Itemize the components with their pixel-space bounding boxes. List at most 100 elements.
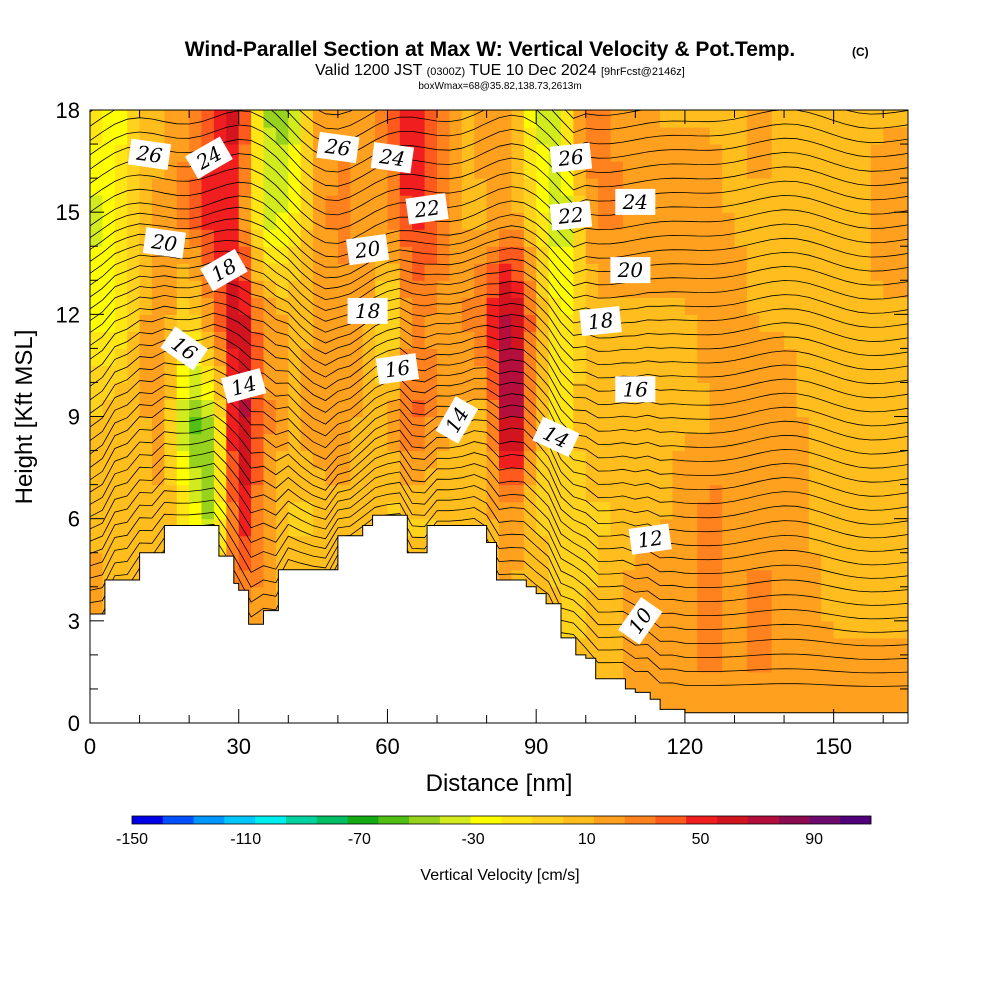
velocity-cell — [486, 195, 500, 213]
velocity-cell — [499, 399, 512, 418]
velocity-cell — [499, 280, 512, 298]
velocity-cell — [300, 127, 314, 145]
contour-label: 26 — [316, 131, 360, 164]
velocity-cell — [585, 637, 599, 656]
velocity-cell — [660, 501, 674, 520]
velocity-cell — [610, 127, 624, 145]
velocity-cell — [759, 603, 773, 622]
velocity-cell — [759, 331, 773, 349]
velocity-cell — [808, 178, 822, 196]
velocity-cell — [226, 433, 240, 452]
velocity-cell — [672, 382, 686, 400]
velocity-cell — [622, 552, 636, 571]
velocity-cell — [213, 484, 227, 503]
velocity-cell — [598, 637, 612, 656]
velocity-cell — [585, 603, 599, 622]
velocity-cell — [697, 603, 711, 622]
velocity-cell — [684, 484, 698, 503]
velocity-cell — [176, 501, 190, 520]
velocity-cell — [784, 688, 798, 707]
velocity-cell — [313, 246, 327, 264]
velocity-cell — [412, 535, 426, 554]
velocity-cell — [300, 229, 314, 247]
velocity-cell — [288, 280, 302, 298]
velocity-cell — [635, 416, 649, 435]
velocity-cell — [846, 195, 859, 213]
velocity-cell — [895, 331, 908, 349]
velocity-cell — [486, 501, 500, 520]
velocity-cell — [895, 467, 908, 486]
contour-label-box — [200, 248, 248, 292]
velocity-cell — [114, 263, 128, 281]
contour-label-text: 26 — [323, 134, 353, 161]
velocity-cell — [846, 535, 859, 554]
velocity-cell — [883, 552, 897, 571]
velocity-cell — [424, 110, 438, 128]
velocity-cell — [635, 331, 649, 349]
velocity-cell — [152, 450, 165, 469]
velocity-cell — [684, 365, 698, 383]
y-tick-label: 0 — [68, 711, 80, 736]
velocity-cell — [660, 178, 674, 196]
velocity-cell — [511, 382, 525, 400]
velocity-cell — [858, 229, 872, 247]
velocity-cell — [412, 433, 426, 452]
velocity-cell — [275, 552, 289, 571]
vertical-velocity-field — [90, 110, 908, 723]
velocity-cell — [709, 280, 723, 298]
velocity-cell — [486, 144, 500, 162]
velocity-cell — [176, 433, 190, 452]
velocity-cell — [288, 263, 302, 281]
velocity-cell — [288, 229, 302, 247]
velocity-cell — [796, 382, 810, 400]
velocity-cell — [784, 348, 798, 366]
velocity-cell — [610, 552, 624, 571]
velocity-cell — [561, 569, 574, 588]
velocity-cell — [300, 450, 314, 469]
velocity-cell — [709, 178, 723, 196]
colorbar-swatch — [162, 816, 194, 824]
velocity-cell — [523, 263, 537, 281]
velocity-cell — [697, 501, 711, 520]
velocity-cell — [883, 229, 897, 247]
velocity-cell — [808, 416, 822, 435]
velocity-cell — [189, 314, 203, 332]
velocity-cell — [647, 501, 661, 520]
velocity-cell — [895, 144, 908, 162]
velocity-cell — [499, 144, 512, 162]
velocity-cell — [275, 433, 289, 452]
velocity-cell — [424, 484, 438, 503]
velocity-cell — [412, 178, 426, 196]
velocity-cell — [362, 331, 376, 349]
velocity-cell — [114, 552, 128, 571]
velocity-cell — [895, 637, 908, 656]
velocity-cell — [734, 229, 748, 247]
velocity-cell — [759, 229, 773, 247]
velocity-cell — [771, 586, 785, 605]
velocity-cell — [511, 297, 525, 315]
x-axis-label: Distance [nm] — [426, 770, 573, 797]
velocity-cell — [709, 161, 723, 179]
velocity-cell — [870, 280, 884, 298]
velocity-cell — [746, 569, 760, 588]
velocity-cell — [561, 467, 574, 486]
velocity-cell — [709, 331, 723, 349]
velocity-cell — [238, 195, 252, 213]
velocity-cell — [238, 127, 252, 145]
velocity-cell — [697, 297, 711, 315]
colorbar-swatch — [778, 816, 810, 824]
velocity-cell — [598, 484, 612, 503]
velocity-cell — [189, 195, 203, 213]
velocity-cell — [263, 229, 277, 247]
velocity-cell — [499, 348, 512, 366]
velocity-cell — [114, 433, 128, 452]
velocity-cell — [672, 263, 686, 281]
velocity-cell — [771, 603, 785, 622]
velocity-cell — [821, 620, 835, 639]
velocity-cell — [412, 263, 426, 281]
contour-label: 16 — [615, 376, 656, 403]
velocity-cell — [722, 365, 736, 383]
isentrope-line — [90, 167, 908, 234]
velocity-cell — [821, 297, 835, 315]
velocity-cell — [474, 484, 488, 503]
